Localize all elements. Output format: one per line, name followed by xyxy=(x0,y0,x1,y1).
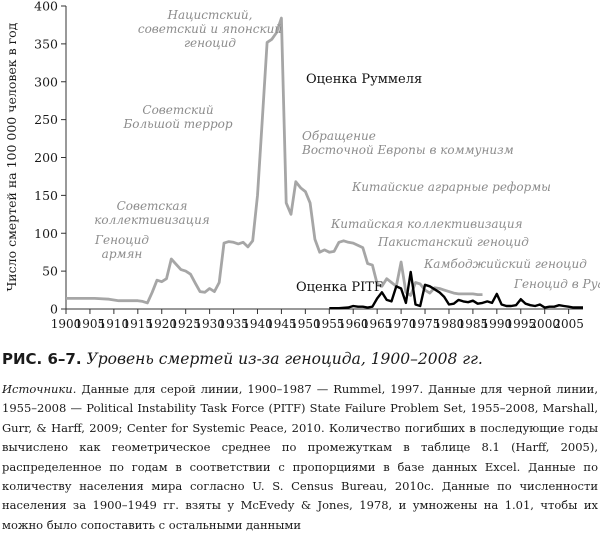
annot-terror-2: Большой террор xyxy=(122,117,232,131)
x-tick-label: 1965 xyxy=(362,317,393,331)
figure-sources: Источники. Данные для серой линии, 1900–… xyxy=(2,380,598,535)
x-tick-label: 1960 xyxy=(338,317,369,331)
x-tick-label: 1935 xyxy=(218,317,249,331)
y-tick-label: 50 xyxy=(42,264,58,279)
x-tick-label: 1915 xyxy=(123,317,154,331)
x-tick-label: 1925 xyxy=(170,317,201,331)
x-tick-label: 1985 xyxy=(458,317,489,331)
sources-text: Данные для серой линии, 1900–1987 — Rumm… xyxy=(2,382,598,532)
x-tick-label: 1955 xyxy=(314,317,345,331)
x-tick-label: 1920 xyxy=(146,317,177,331)
legend-rummel: Оценка Руммеля xyxy=(306,72,422,87)
y-tick-label: 300 xyxy=(34,74,58,89)
annot-pakistan: Пакистанский геноцид xyxy=(377,235,529,249)
y-tick-label: 250 xyxy=(34,112,58,127)
annot-eastern-1: Обращение xyxy=(302,129,376,143)
genocide-rate-chart: 0 50 100 150 200 250 300 350 400 190019051910191… xyxy=(4,0,600,331)
y-tick-label: 350 xyxy=(34,36,58,51)
y-tick-label: 400 xyxy=(34,0,58,14)
annot-armenian-1: Геноцид xyxy=(94,233,149,247)
x-tick-label: 2005 xyxy=(553,317,584,331)
annot-rwanda: Геноцид в Руанде xyxy=(513,277,600,291)
annot-soviet-coll-2: коллективизация xyxy=(94,213,210,227)
annot-eastern-2: Восточной Европы в коммунизм xyxy=(301,143,514,157)
annot-chinese-coll: Китайская коллективизация xyxy=(330,217,523,231)
x-tick-label: 1980 xyxy=(434,317,465,331)
y-tick-label: 100 xyxy=(34,226,58,241)
y-tick-label: 0 xyxy=(50,302,58,317)
y-axis-label: Число смертей на 100 000 человек в год xyxy=(4,22,19,291)
annot-soviet-coll-1: Советская xyxy=(117,199,188,213)
annot-nazi-3: геноцид xyxy=(184,36,236,50)
figure-caption: Уровень смертей из-за геноцида, 1900–200… xyxy=(86,350,483,368)
x-tick-label: 1950 xyxy=(290,317,321,331)
x-tick-label: 1900 xyxy=(51,317,82,331)
series-line-pitf xyxy=(329,270,583,310)
annot-cambodia: Камбоджийский геноцид xyxy=(423,257,587,271)
x-tick-label: 1940 xyxy=(242,317,273,331)
x-tick-label: 1930 xyxy=(194,317,225,331)
x-tick-label: 1975 xyxy=(410,317,441,331)
x-tick-label: 1910 xyxy=(99,317,130,331)
legend-pitf: Оценка PITF xyxy=(296,280,383,295)
x-tick-label: 1945 xyxy=(266,317,297,331)
annot-chinese-agrarian: Китайские аграрные реформы xyxy=(351,180,551,194)
series-lines xyxy=(66,16,583,310)
y-tick-label: 150 xyxy=(34,188,58,203)
annot-terror-1: Советский xyxy=(142,103,213,117)
figure-label: РИС. 6–7. xyxy=(2,350,82,368)
y-tick-labels: 0 50 100 150 200 250 300 350 400 xyxy=(34,0,66,317)
annot-armenian-2: армян xyxy=(102,247,143,261)
annot-nazi-2: советский и японский xyxy=(138,22,282,36)
x-tick-label: 1970 xyxy=(386,317,417,331)
y-tick-label: 200 xyxy=(34,150,58,165)
x-tick-label: 1990 xyxy=(482,317,513,331)
x-tick-label: 1995 xyxy=(505,317,536,331)
series-line-rummel xyxy=(66,16,483,305)
x-tick-labels: 1900190519101915192019251930193519401945… xyxy=(51,309,584,331)
figure-title: РИС. 6–7. Уровень смертей из-за геноцида… xyxy=(2,349,598,369)
sources-label: Источники. xyxy=(2,382,77,396)
x-tick-label: 1905 xyxy=(75,317,106,331)
annot-nazi-1: Нацистский, xyxy=(167,8,253,22)
x-tick-label: 2000 xyxy=(529,317,560,331)
annotations: Нацистский, советский и японский геноцид… xyxy=(94,8,600,295)
